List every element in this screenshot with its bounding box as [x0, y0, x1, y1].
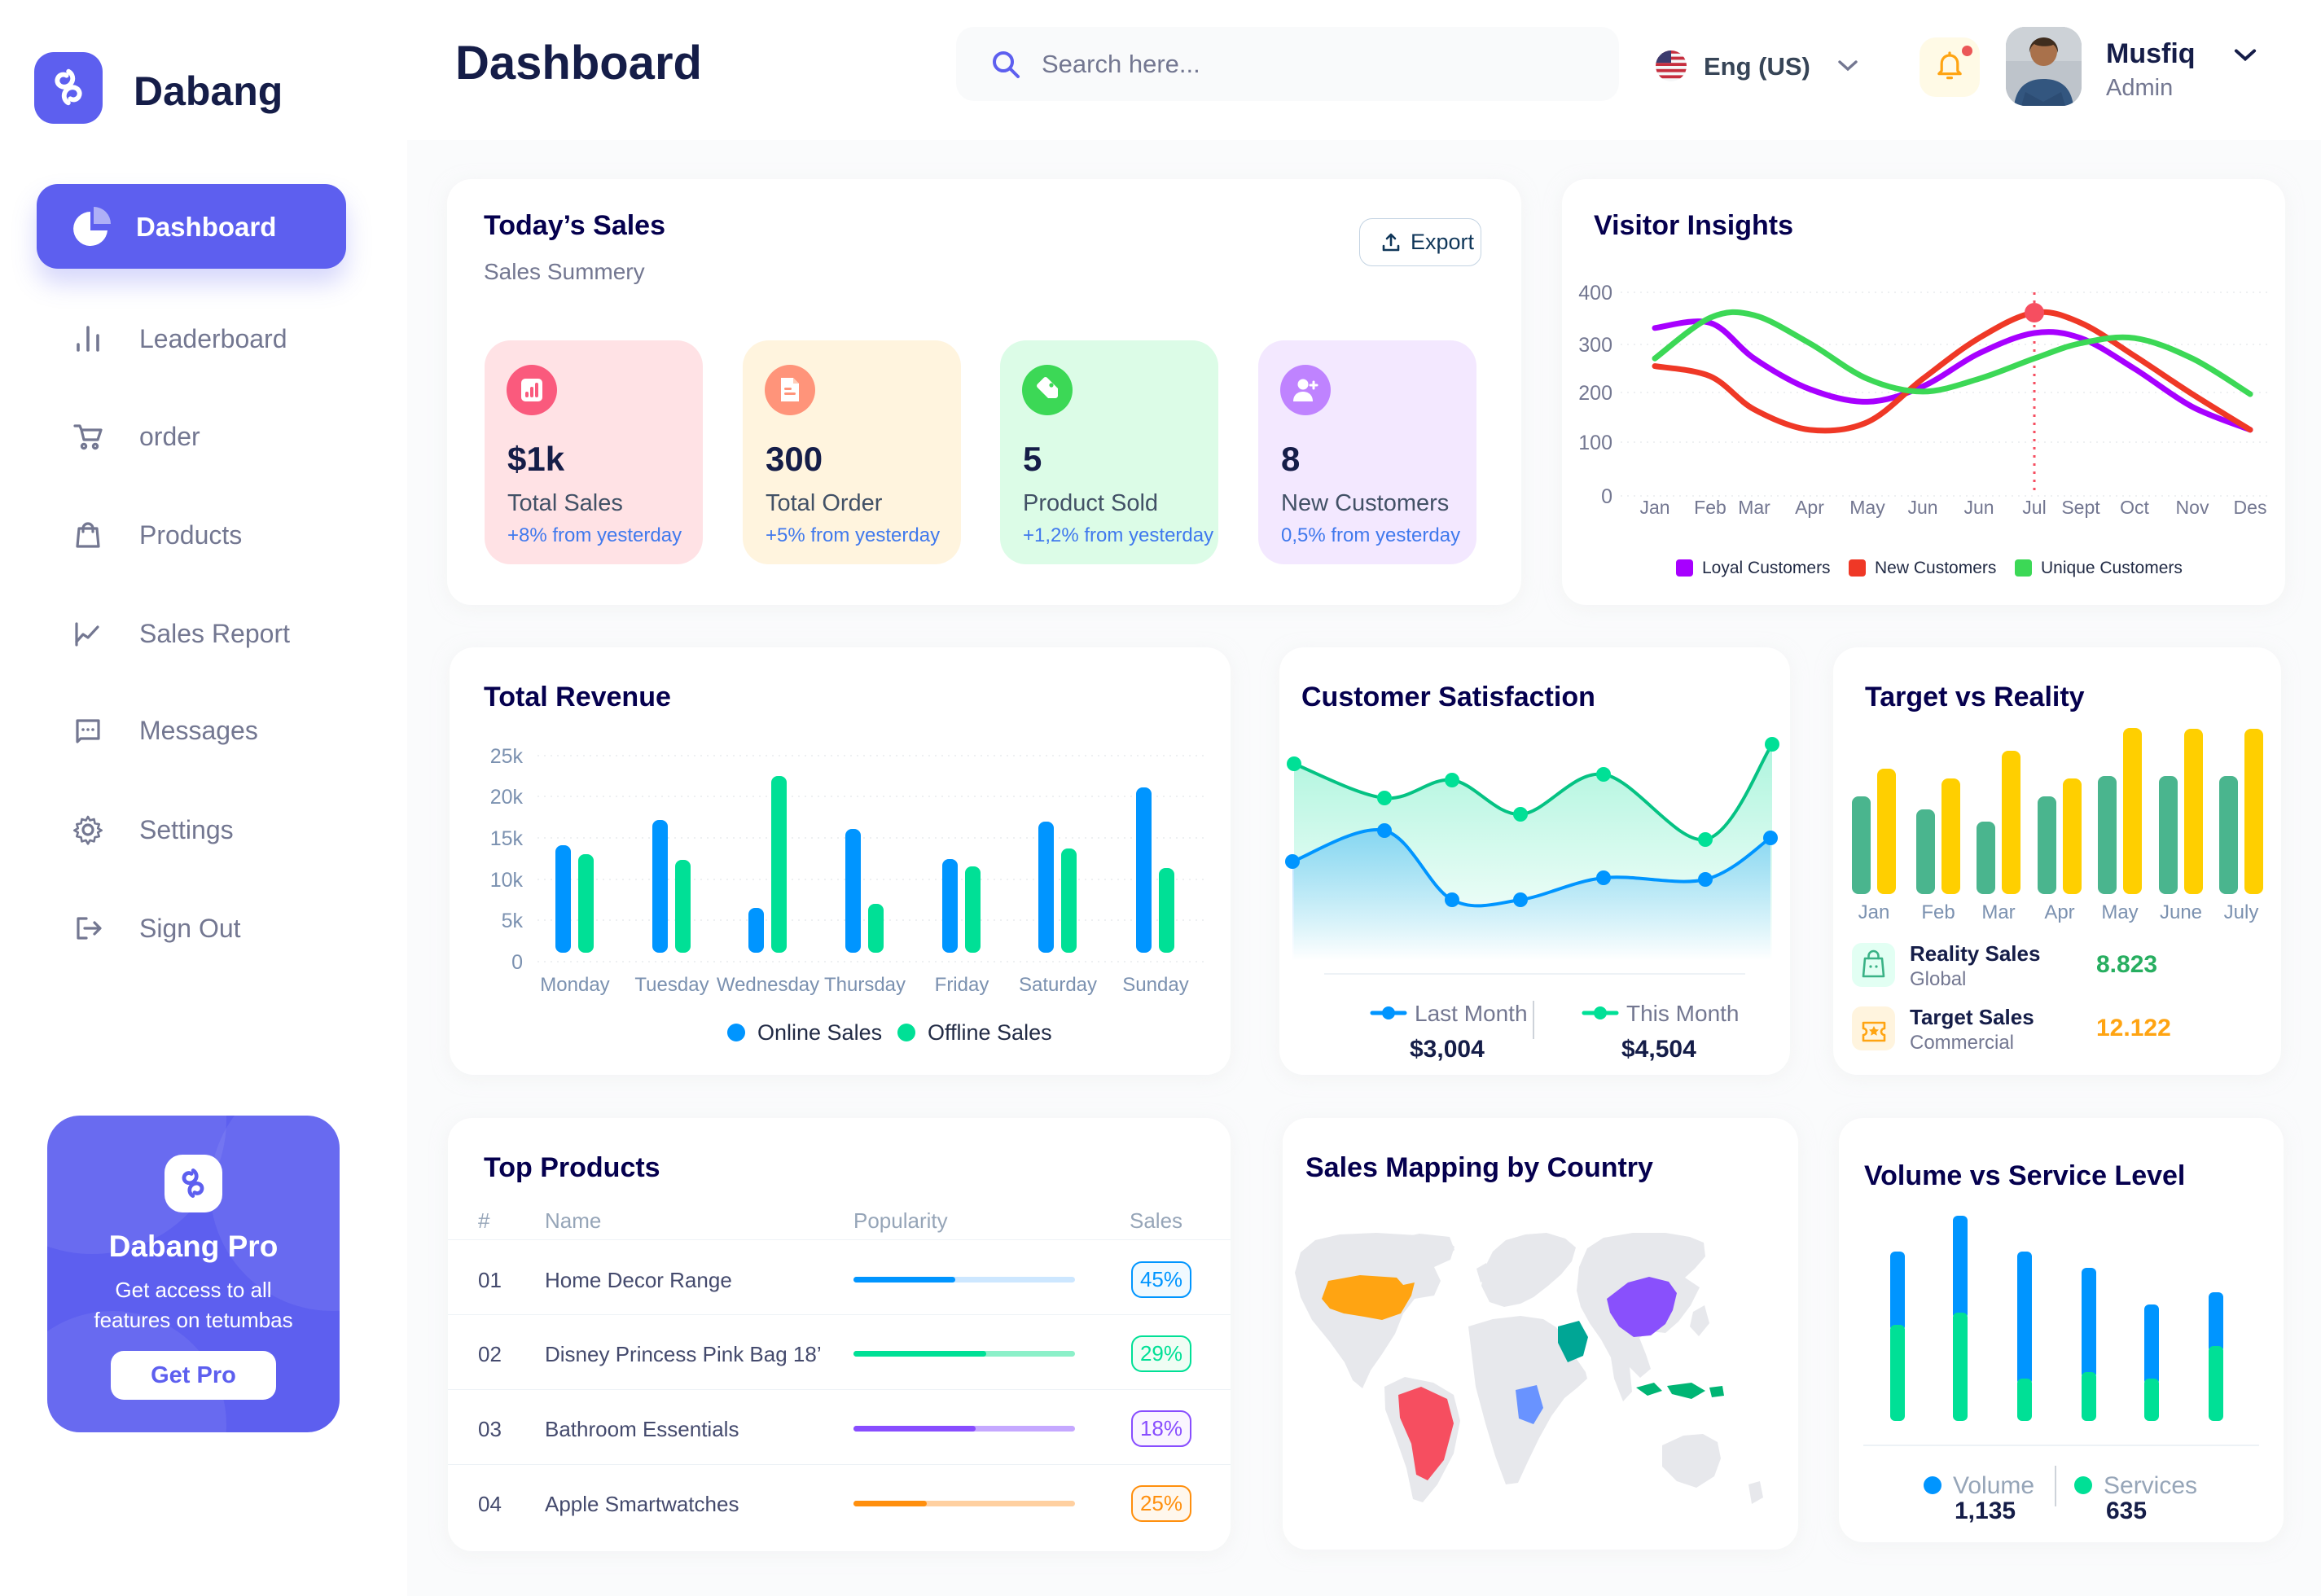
svg-text:This Month: This Month [1626, 1001, 1740, 1026]
svg-text:45%: 45% [1140, 1267, 1182, 1291]
svg-text:0: 0 [511, 951, 523, 974]
svg-text:Nov: Nov [2176, 497, 2209, 518]
svg-text:Services: Services [2104, 1472, 2197, 1499]
svg-text:Disney Princess Pink Bag 18’: Disney Princess Pink Bag 18’ [545, 1342, 822, 1366]
svg-text:1,135: 1,135 [1955, 1497, 2016, 1524]
svg-text:18%: 18% [1140, 1416, 1182, 1440]
svg-text:Jul: Jul [2022, 497, 2046, 518]
svg-text:Jun: Jun [1907, 497, 1937, 518]
svg-text:May: May [2101, 901, 2138, 923]
svg-text:June: June [2160, 901, 2202, 923]
svg-text:Feb: Feb [1921, 901, 1955, 923]
svg-text:Bathroom Essentials: Bathroom Essentials [545, 1417, 739, 1441]
svg-text:04: 04 [478, 1492, 502, 1516]
svg-text:Apr: Apr [2044, 901, 2074, 923]
svg-text:Commercial: Commercial [1910, 1032, 2014, 1054]
svg-text:Last Month: Last Month [1415, 1001, 1528, 1026]
svg-text:Des: Des [2234, 497, 2267, 518]
svg-text:Wednesday: Wednesday [717, 974, 819, 996]
svg-text:Online Sales: Online Sales [757, 1020, 882, 1045]
svg-text:Reality Sales: Reality Sales [1910, 941, 2040, 966]
svg-text:Friday: Friday [935, 974, 989, 996]
svg-text:Sept: Sept [2061, 497, 2100, 518]
svg-text:Tuesday: Tuesday [634, 974, 709, 996]
svg-text:Jan: Jan [1858, 901, 1890, 923]
svg-text:0: 0 [1601, 485, 1612, 508]
svg-text:July: July [2224, 901, 2259, 923]
svg-text:Sunday: Sunday [1122, 974, 1188, 996]
svg-text:Monday: Monday [540, 974, 609, 996]
svg-text:Apple Smartwatches: Apple Smartwatches [545, 1492, 739, 1516]
svg-text:12.122: 12.122 [2096, 1015, 2171, 1041]
svg-text:Volume: Volume [1953, 1472, 2034, 1499]
svg-text:Loyal Customers: Loyal Customers [1702, 559, 1831, 577]
svg-text:200: 200 [1578, 382, 1612, 405]
svg-text:Global: Global [1910, 968, 1966, 990]
svg-text:Jun: Jun [1963, 497, 1994, 518]
svg-text:15k: 15k [490, 827, 524, 850]
svg-text:Jan: Jan [1639, 497, 1669, 518]
svg-text:01: 01 [478, 1268, 502, 1292]
svg-text:300: 300 [1578, 334, 1612, 357]
svg-text:Unique Customers: Unique Customers [2041, 559, 2183, 577]
svg-text:Feb: Feb [1694, 497, 1726, 518]
svg-text:400: 400 [1578, 282, 1612, 305]
svg-text:Mar: Mar [1981, 901, 2015, 923]
svg-text:Saturday: Saturday [1019, 974, 1097, 996]
svg-text:Mar: Mar [1738, 497, 1770, 518]
svg-text:New Customers: New Customers [1875, 559, 1996, 577]
svg-text:Offline Sales: Offline Sales [928, 1020, 1052, 1045]
svg-text:100: 100 [1578, 432, 1612, 454]
svg-text:May: May [1849, 497, 1885, 518]
svg-text:Oct: Oct [2120, 497, 2149, 518]
svg-text:Apr: Apr [1795, 497, 1824, 518]
svg-text:5k: 5k [502, 910, 524, 932]
svg-text:25k: 25k [490, 745, 524, 768]
svg-text:20k: 20k [490, 786, 524, 809]
svg-text:29%: 29% [1140, 1341, 1182, 1366]
svg-text:8.823: 8.823 [2096, 951, 2157, 978]
svg-text:25%: 25% [1140, 1491, 1182, 1515]
svg-text:635: 635 [2106, 1497, 2147, 1524]
svg-text:10k: 10k [490, 869, 524, 892]
svg-text:$3,004: $3,004 [1410, 1036, 1485, 1063]
svg-text:$4,504: $4,504 [1621, 1036, 1696, 1063]
svg-text:Home Decor Range: Home Decor Range [545, 1268, 732, 1292]
svg-text:Target Sales: Target Sales [1910, 1005, 2034, 1029]
svg-text:02: 02 [478, 1342, 502, 1366]
svg-text:03: 03 [478, 1417, 502, 1441]
svg-text:Thursday: Thursday [824, 974, 906, 996]
